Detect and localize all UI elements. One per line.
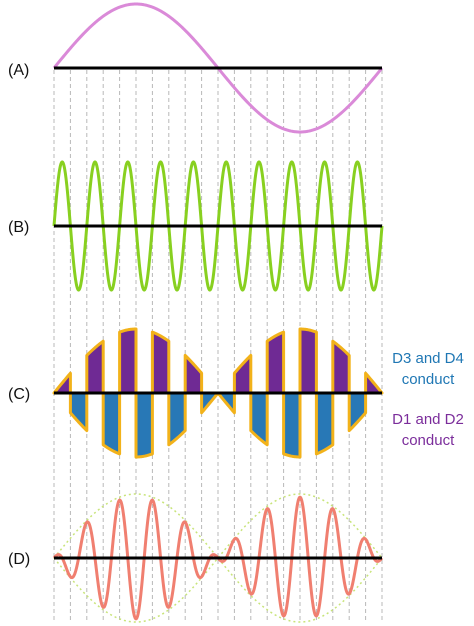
panel-b: (B) xyxy=(8,160,384,292)
segment-d3-d4 xyxy=(200,391,220,415)
legend-d34-line2: conduct xyxy=(402,371,455,388)
legend-d34-line1: D3 and D4 xyxy=(392,350,464,367)
segment-d1-d2 xyxy=(118,327,138,395)
segment-d3-d4 xyxy=(134,391,154,459)
segment-d1-d2 xyxy=(52,371,72,395)
legend-d12-line1: D1 and D2 xyxy=(392,411,464,428)
segment-d3-d4 xyxy=(314,391,335,456)
legend: D3 and D4 conduct D1 and D2 conduct xyxy=(392,350,464,449)
segment-d1-d2 xyxy=(150,330,171,395)
conduction-segments xyxy=(52,327,384,459)
segment-d1-d2 xyxy=(364,371,384,395)
segment-d3-d4 xyxy=(167,391,187,447)
panel-d: (D) xyxy=(8,493,384,623)
segment-d1-d2 xyxy=(183,353,204,395)
segment-d3-d4 xyxy=(101,391,122,456)
panel-c: (C) xyxy=(8,327,384,459)
segment-d1-d2 xyxy=(265,330,286,395)
segment-d1-d2 xyxy=(331,339,351,395)
segment-d1-d2 xyxy=(232,353,253,395)
segment-d1-d2 xyxy=(85,339,105,395)
legend-d12-line2: conduct xyxy=(402,432,455,449)
segment-d3-d4 xyxy=(282,391,302,459)
panel-a-label: (A) xyxy=(8,62,29,79)
segment-d3-d4 xyxy=(68,391,89,433)
segment-d3-d4 xyxy=(249,391,269,447)
envelope-upper xyxy=(53,493,383,623)
segment-d3-d4 xyxy=(216,391,236,415)
panel-c-label: (C) xyxy=(8,386,30,403)
segment-d1-d2 xyxy=(298,327,318,395)
panel-d-label: (D) xyxy=(8,551,30,568)
segment-d3-d4 xyxy=(347,391,368,433)
panel-a: (A) xyxy=(8,2,384,134)
envelope-lower xyxy=(53,493,383,623)
panel-b-label: (B) xyxy=(8,219,29,236)
